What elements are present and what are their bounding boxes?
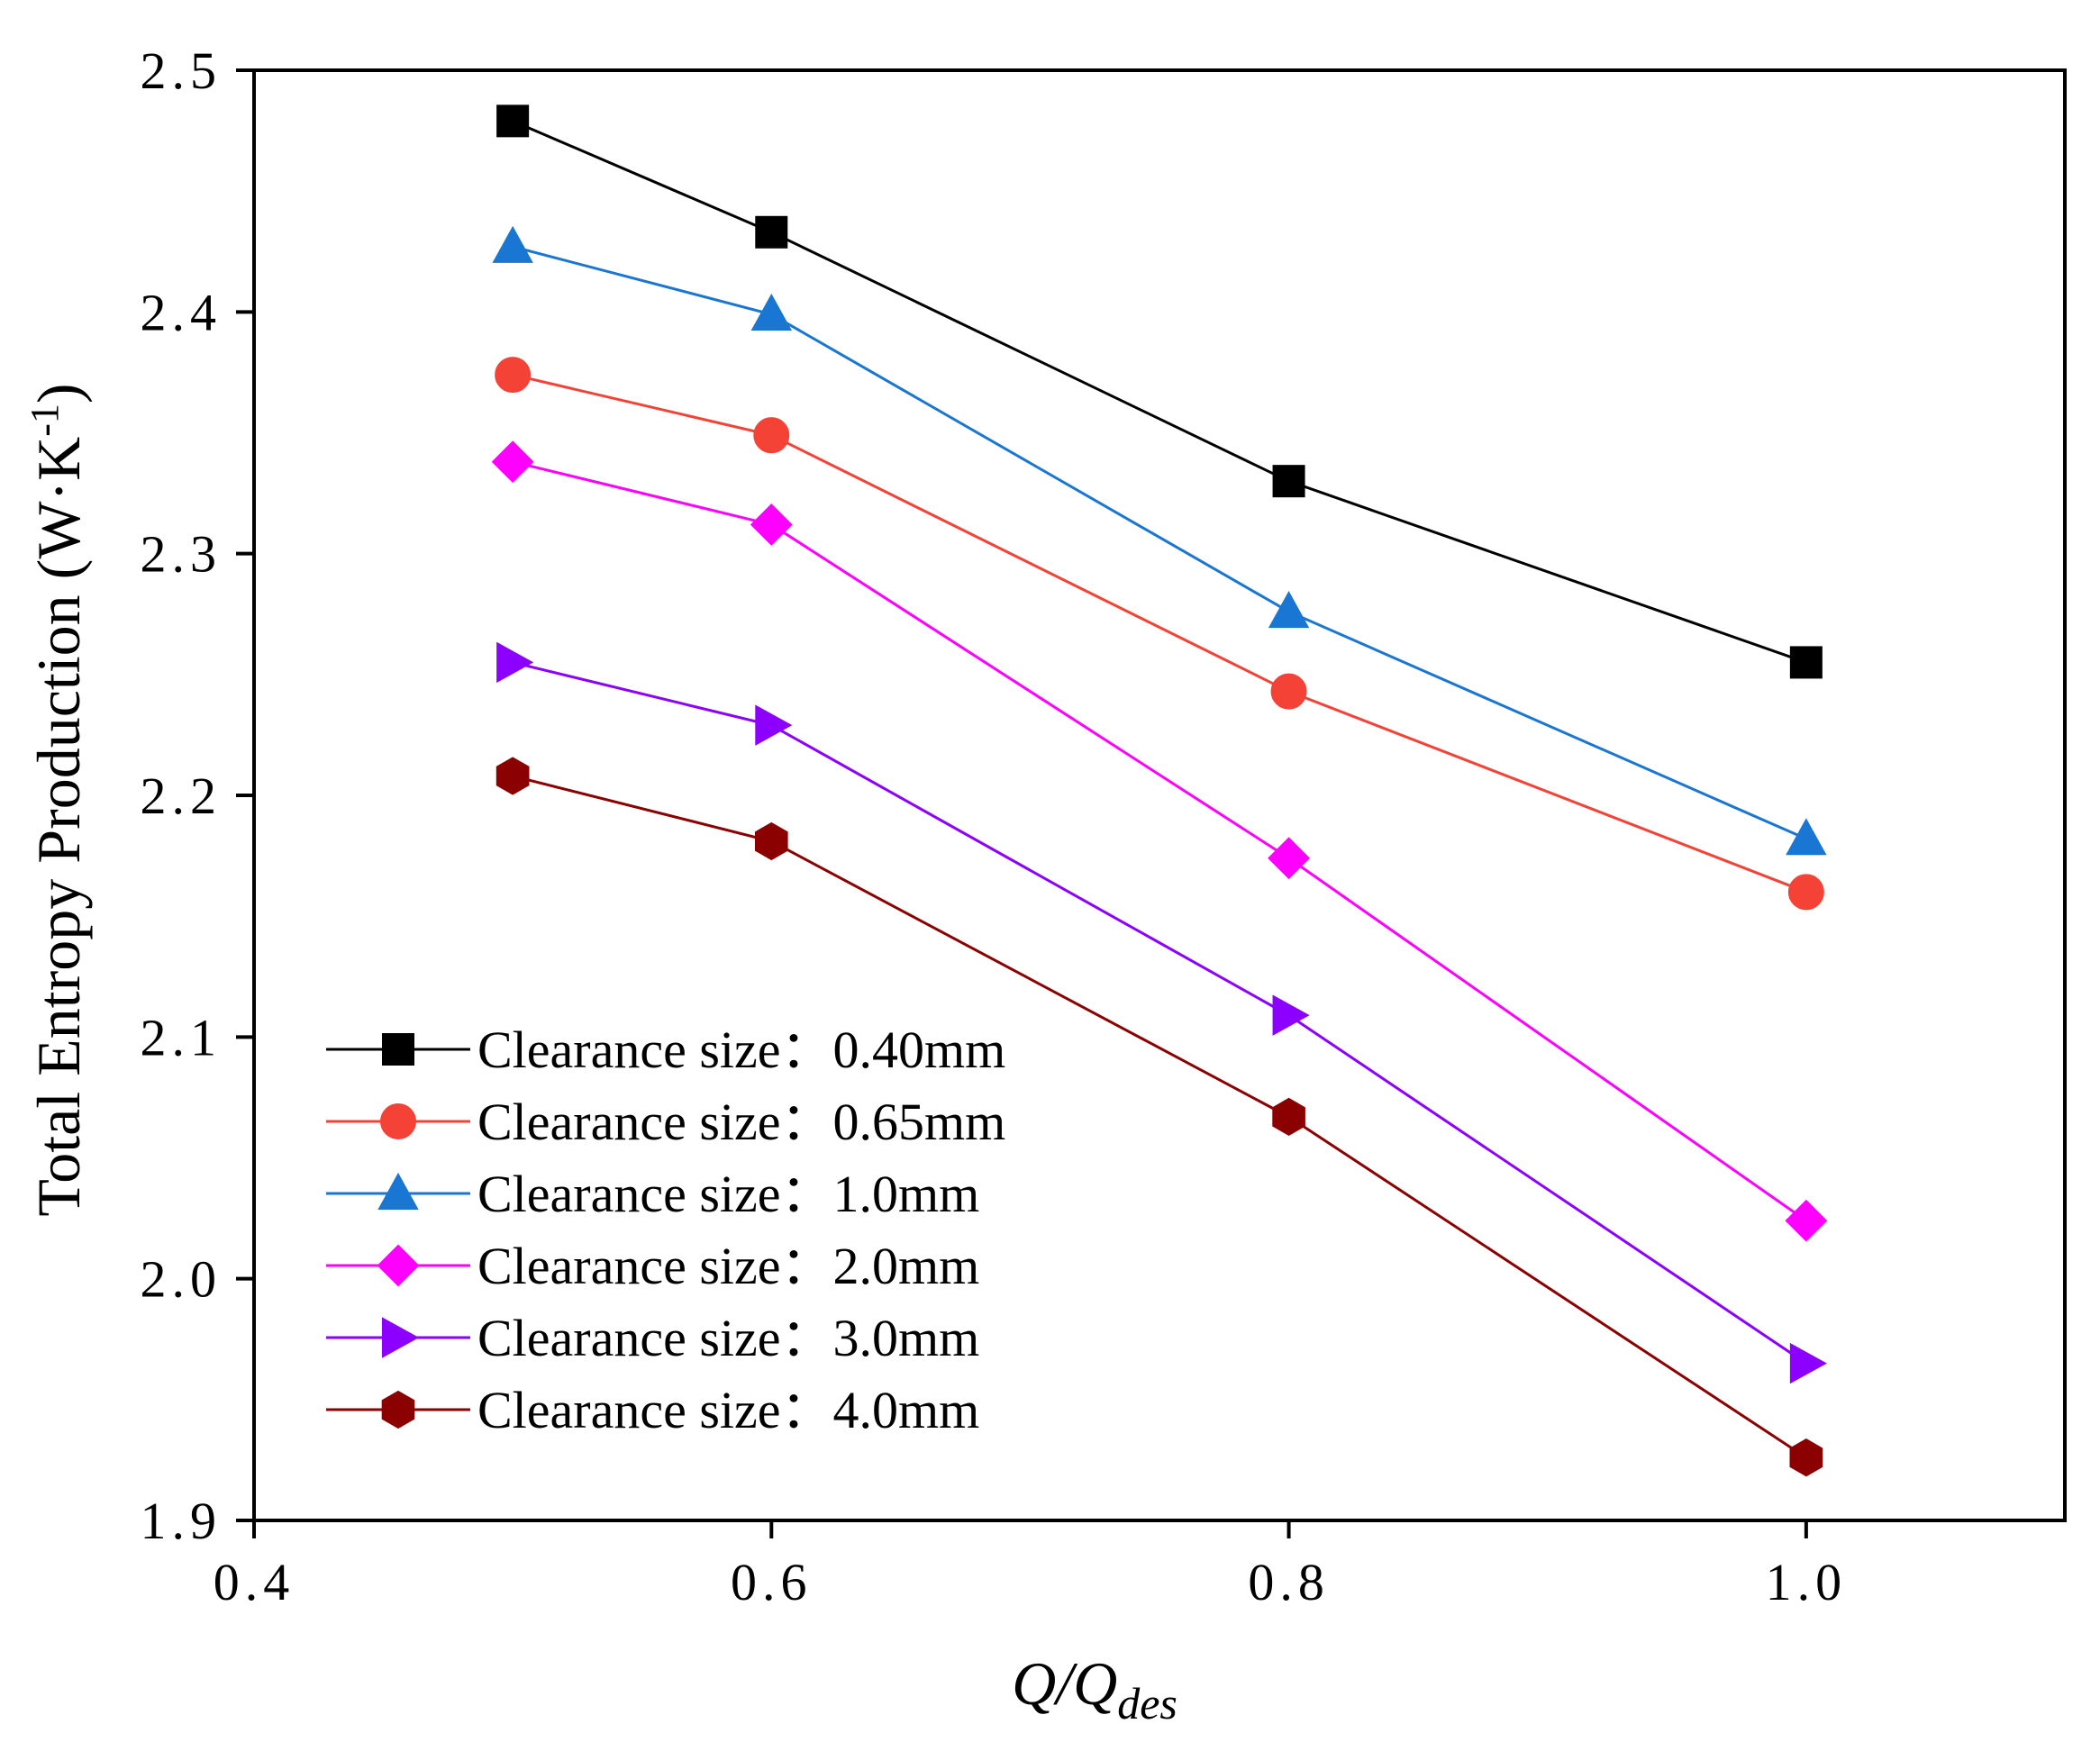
y-tick-label: 2.2 <box>141 767 223 825</box>
x-axis-title-main: Q/Q <box>1012 1649 1117 1718</box>
series-1 <box>496 104 1823 679</box>
data-point <box>1272 465 1305 498</box>
legend-marker <box>380 1103 416 1139</box>
y-tick-label: 2.3 <box>141 525 223 584</box>
data-point <box>750 504 793 546</box>
data-point <box>755 704 793 746</box>
series-group <box>491 104 1828 1477</box>
data-point <box>750 293 792 331</box>
legend-marker <box>381 1390 415 1429</box>
series-line <box>512 119 1807 664</box>
x-tick-label: 0.8 <box>1248 1553 1330 1611</box>
data-point <box>491 440 534 484</box>
legend-entry: Clearance size：0.65mm <box>326 1093 1005 1151</box>
legend-entry: Clearance size：0.40mm <box>326 1021 1005 1079</box>
x-axis-title-sub: des <box>1117 1678 1177 1728</box>
legend-marker <box>382 1033 414 1066</box>
legend-label: Clearance size：2.0mm <box>477 1237 979 1295</box>
x-axis-title: Q/Qdes <box>1012 1649 1177 1728</box>
data-point <box>1787 874 1824 911</box>
legend-label: Clearance size：3.0mm <box>477 1309 979 1367</box>
y-tick-label: 1.9 <box>141 1492 223 1550</box>
series-4 <box>491 440 1828 1242</box>
plot-frame <box>252 68 2067 1522</box>
series-line <box>512 775 1807 1459</box>
data-point <box>1789 1438 1823 1477</box>
x-tick-label: 0.6 <box>731 1553 813 1611</box>
legend-marker <box>377 1244 420 1287</box>
y-tick-label: 2.4 <box>141 283 223 341</box>
y-axis-title-sup: -1 <box>23 404 67 437</box>
legend-marker <box>377 1172 419 1210</box>
legend: Clearance size：0.40mm Clearance size：0.65… <box>326 1021 1005 1439</box>
data-point <box>1268 590 1310 629</box>
data-point <box>1272 1097 1305 1137</box>
y-tick-label: 2.0 <box>141 1250 223 1309</box>
legend-label: Clearance size：1.0mm <box>477 1165 979 1223</box>
data-point <box>755 821 788 861</box>
data-point <box>496 641 534 684</box>
series-line <box>512 460 1807 1222</box>
series-5 <box>496 641 1827 1384</box>
data-point <box>1789 646 1823 679</box>
data-point <box>495 357 532 394</box>
x-tick-label: 1.0 <box>1766 1553 1848 1611</box>
series-line <box>512 660 1807 1365</box>
legend-marker <box>382 1317 420 1358</box>
axis-ticks: 0.4 0.6 0.8 1.0 1.9 2.0 2.1 2.2 2.3 2.4 2.5 <box>141 41 1848 1611</box>
data-point <box>1272 994 1310 1036</box>
series-line <box>512 245 1807 840</box>
y-axis-title-main: Total Entropy Production (W·K <box>24 437 93 1217</box>
data-point <box>1786 818 1827 856</box>
data-point <box>1789 1342 1827 1384</box>
legend-entry: Clearance size：3.0mm <box>326 1309 979 1367</box>
data-point <box>753 417 790 454</box>
x-tick-label: 0.4 <box>214 1553 295 1611</box>
legend-label: Clearance size：0.65mm <box>477 1093 1005 1151</box>
data-point <box>495 757 530 795</box>
y-tick-label: 2.1 <box>141 1008 223 1066</box>
legend-entry: Clearance size：4.0mm <box>326 1381 979 1439</box>
series-6 <box>495 757 1823 1477</box>
data-point <box>1785 1199 1828 1242</box>
legend-entry: Clearance size：2.0mm <box>326 1237 979 1295</box>
data-point <box>1270 673 1307 710</box>
legend-entry: Clearance size：1.0mm <box>326 1165 979 1223</box>
data-point <box>492 225 533 263</box>
legend-label: Clearance size：4.0mm <box>477 1381 979 1439</box>
y-tick-label: 2.5 <box>141 41 223 100</box>
legend-label: Clearance size：0.40mm <box>477 1021 1005 1079</box>
data-point <box>755 215 788 249</box>
series-3 <box>492 225 1827 856</box>
y-axis-title-close: ) <box>24 383 93 404</box>
series-2 <box>495 357 1824 911</box>
data-point <box>496 104 530 138</box>
data-point <box>1268 837 1310 880</box>
series-line <box>512 373 1807 894</box>
y-axis-title: Total Entropy Production (W·K-1) <box>23 383 93 1216</box>
